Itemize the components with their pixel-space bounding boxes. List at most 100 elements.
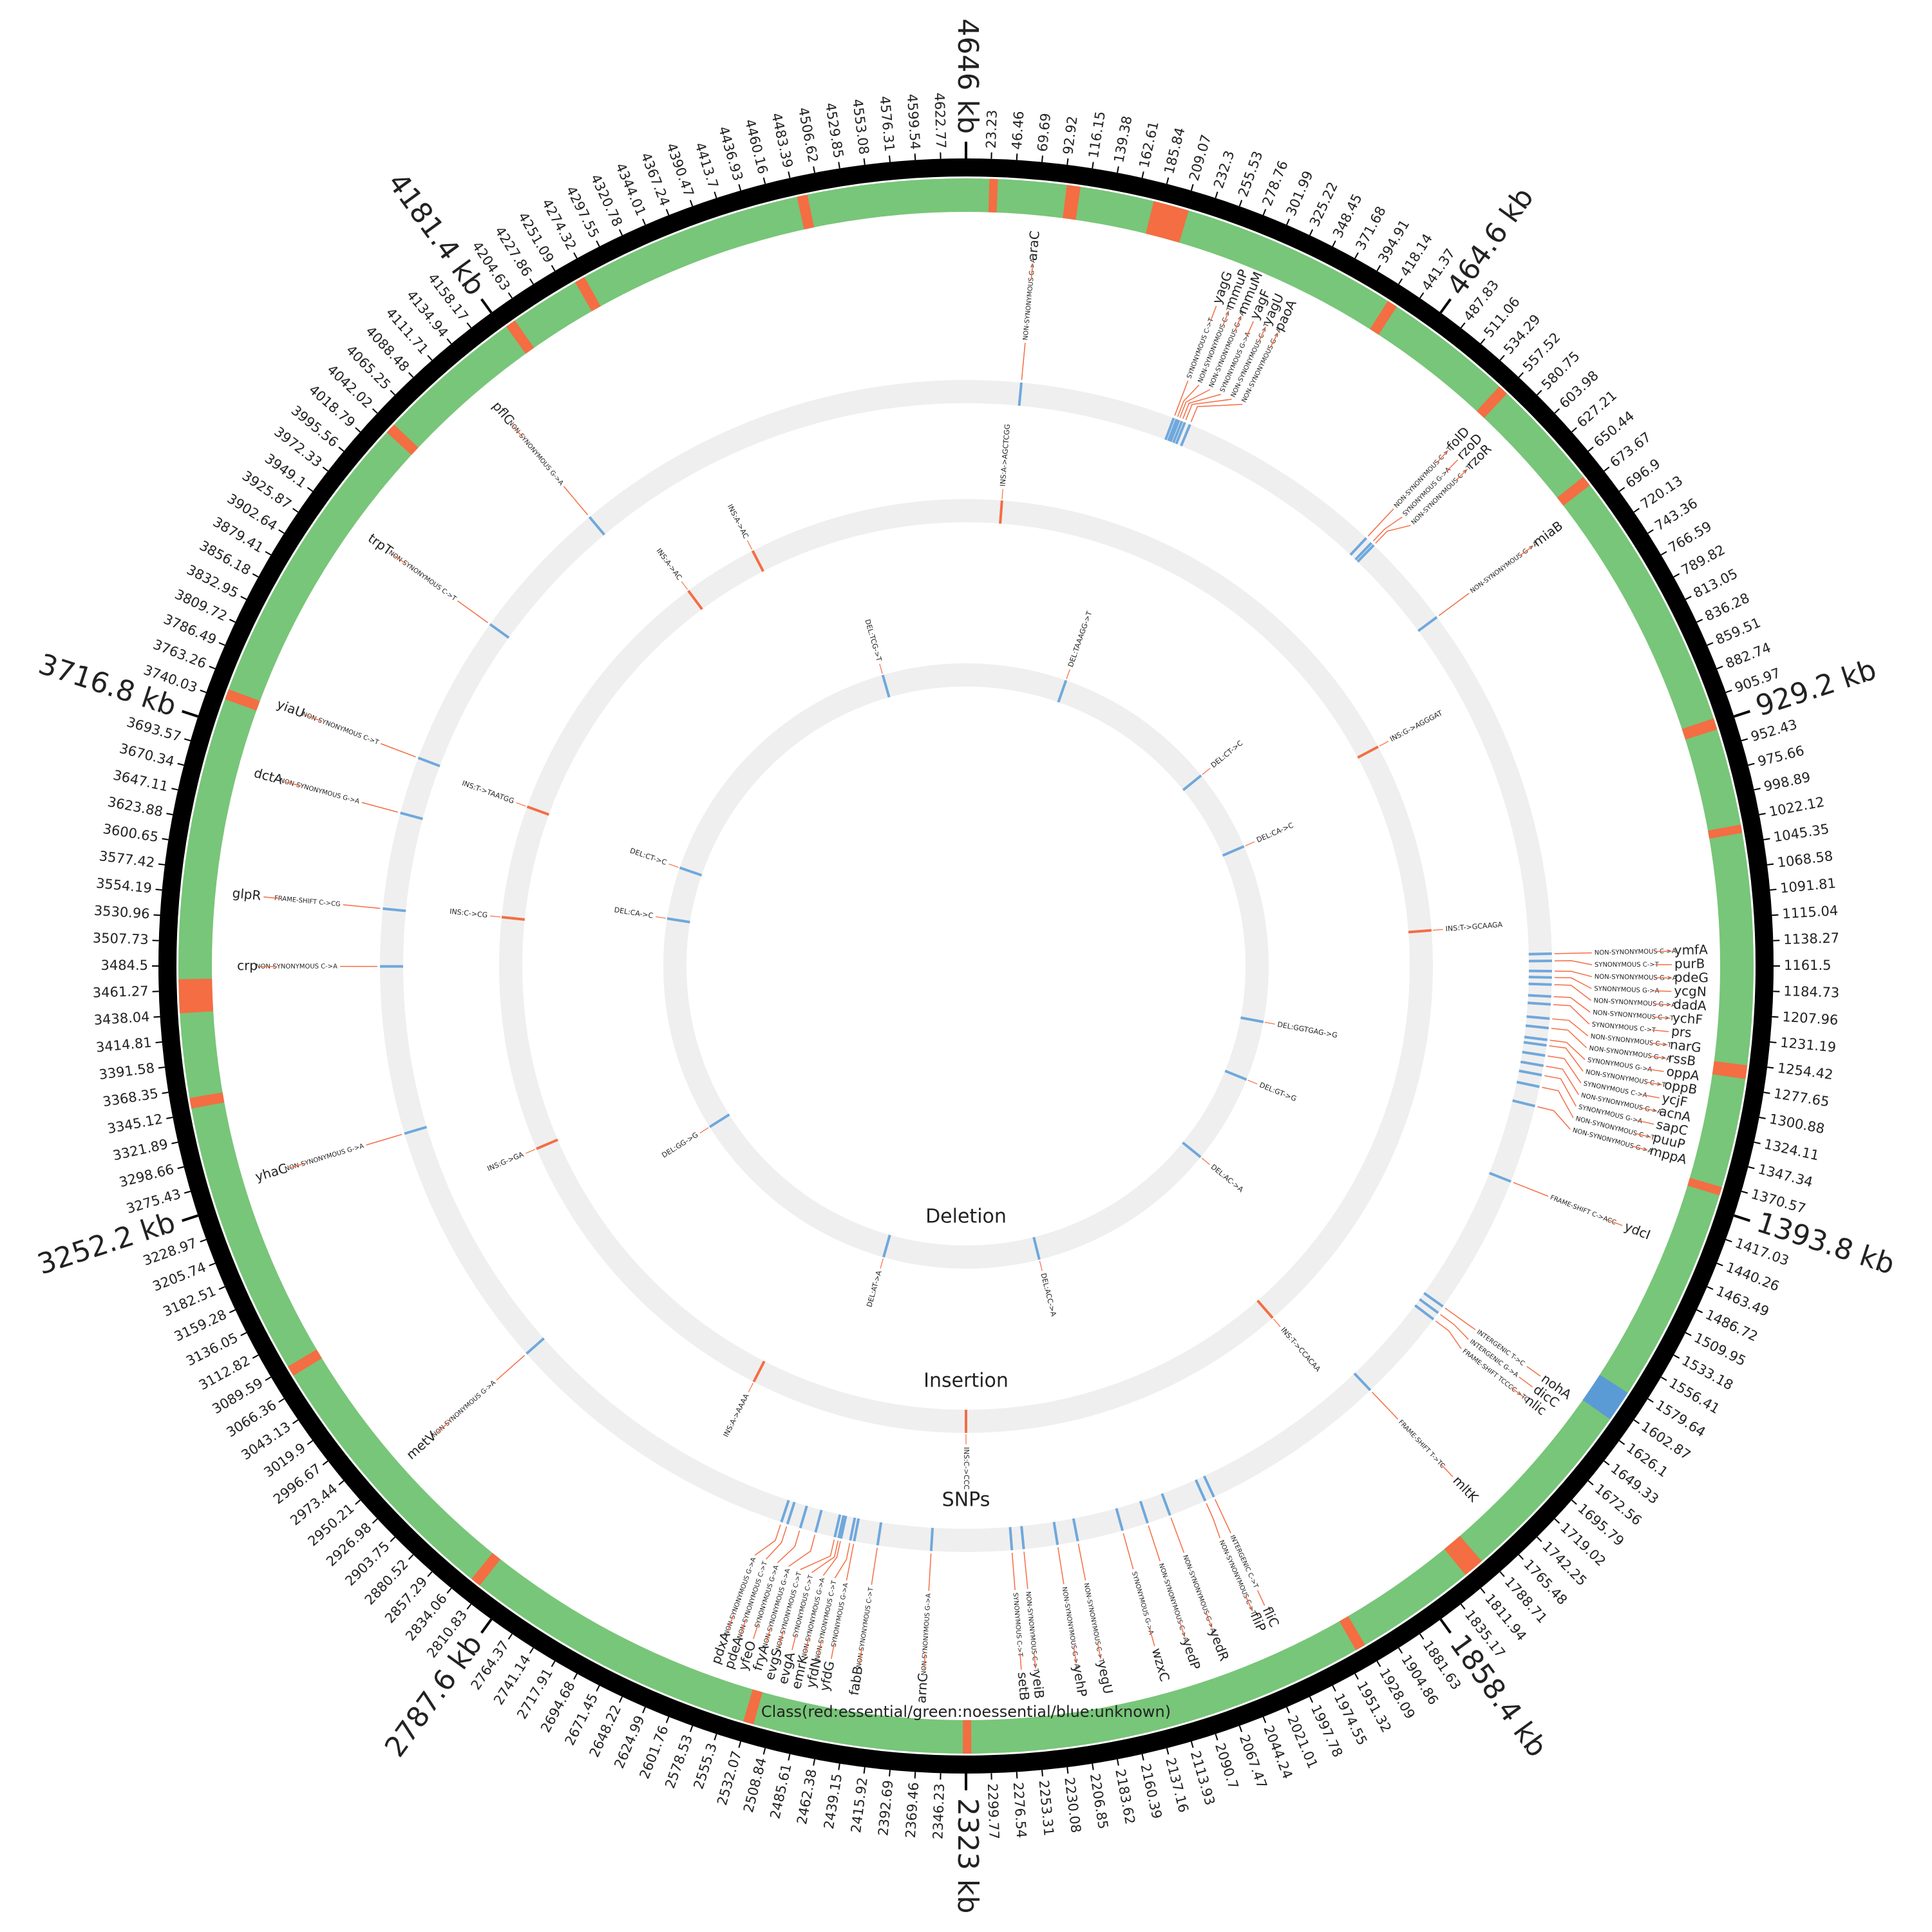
event-annotation: INS:T->TAATGG bbox=[461, 779, 516, 805]
gene-link bbox=[436, 1421, 450, 1434]
tick-mark bbox=[200, 1238, 207, 1243]
tick-mark bbox=[1166, 177, 1170, 184]
tick-mark bbox=[427, 355, 433, 361]
gene-link bbox=[740, 1618, 747, 1635]
gene-link bbox=[512, 424, 524, 439]
tick-label: 2578.53 bbox=[662, 1733, 696, 1791]
event-link bbox=[1554, 971, 1593, 978]
gene-link bbox=[1653, 1016, 1671, 1019]
tick-label: 3507.73 bbox=[92, 930, 149, 947]
gene-link bbox=[765, 1627, 772, 1643]
tick-label: 3647.11 bbox=[111, 767, 169, 794]
event-link bbox=[457, 600, 489, 623]
major-tick-label: 1393.8 kb bbox=[1753, 1206, 1899, 1282]
tick-label: 882.74 bbox=[1723, 639, 1773, 671]
essential-segment bbox=[471, 1553, 501, 1586]
event-link bbox=[1011, 1553, 1016, 1591]
tick-mark bbox=[292, 507, 299, 513]
gene-link bbox=[1097, 1642, 1101, 1659]
tick-mark bbox=[408, 1554, 414, 1560]
tick-mark bbox=[1537, 390, 1542, 395]
tick-mark bbox=[1748, 762, 1755, 766]
tick-mark bbox=[466, 322, 472, 328]
event-link bbox=[1367, 508, 1394, 536]
event-link bbox=[1077, 1544, 1086, 1581]
event-link bbox=[1554, 952, 1592, 954]
gene-link bbox=[1150, 1629, 1155, 1647]
tick-mark bbox=[1571, 427, 1577, 433]
tick-label: 1022.12 bbox=[1768, 794, 1826, 820]
event-mark bbox=[1224, 1070, 1247, 1081]
tick-mark bbox=[1759, 813, 1766, 816]
event-mark bbox=[1222, 845, 1245, 857]
event-mark bbox=[687, 589, 703, 611]
tick-label: 2346.23 bbox=[930, 1783, 947, 1840]
tick-label: 998.89 bbox=[1763, 769, 1812, 794]
event-link bbox=[1264, 1021, 1275, 1025]
tick-mark bbox=[240, 1332, 247, 1336]
tick-label: 3484.5 bbox=[101, 958, 148, 973]
tick-mark bbox=[1633, 507, 1640, 513]
gene-link bbox=[1209, 305, 1217, 322]
tick-mark bbox=[1166, 1748, 1170, 1755]
tick-label: 4622.77 bbox=[931, 92, 949, 149]
tick-mark bbox=[1398, 278, 1403, 285]
event-link bbox=[1537, 1106, 1571, 1130]
tick-mark bbox=[1041, 155, 1043, 162]
event-link bbox=[1182, 393, 1222, 419]
event-link bbox=[1513, 1182, 1549, 1197]
tick-mark bbox=[182, 1214, 198, 1222]
event-link bbox=[1201, 1157, 1210, 1165]
event-link bbox=[1023, 1551, 1028, 1589]
gene-link bbox=[1511, 1387, 1525, 1398]
major-tick-label: 3716.8 kb bbox=[35, 648, 180, 723]
event-annotation: INS:C->CG bbox=[450, 907, 488, 920]
gene-link bbox=[1019, 1653, 1022, 1670]
tick-label: 69.69 bbox=[1035, 113, 1054, 153]
gene-label: dctA bbox=[252, 765, 285, 788]
event-link bbox=[668, 863, 679, 868]
event-mark bbox=[536, 1138, 558, 1150]
tick-label: 4436.93 bbox=[715, 124, 746, 182]
tick-mark bbox=[155, 889, 162, 891]
event-mark bbox=[501, 916, 525, 921]
tick-mark bbox=[1707, 1286, 1714, 1290]
gene-link bbox=[1637, 1120, 1654, 1125]
tick-label: 2392.69 bbox=[875, 1779, 896, 1837]
gene-link bbox=[1436, 450, 1449, 464]
event-annotation: DEL:CA->C bbox=[1255, 821, 1295, 844]
tick-mark bbox=[1554, 408, 1560, 414]
tick-mark bbox=[1633, 1419, 1640, 1425]
gene-link bbox=[1640, 1107, 1657, 1112]
tick-label: 3391.58 bbox=[98, 1060, 155, 1083]
event-mark bbox=[1115, 1508, 1124, 1531]
tick-label: 2090.7 bbox=[1212, 1741, 1242, 1791]
gene-label: ydcI bbox=[1622, 1218, 1653, 1243]
event-annotation: FRAME-SHIFT C->ACC bbox=[1549, 1194, 1616, 1226]
tick-mark bbox=[1618, 1440, 1625, 1445]
tick-mark bbox=[1554, 1518, 1560, 1524]
unknown-segment bbox=[1582, 1374, 1628, 1419]
tick-mark bbox=[1092, 162, 1094, 169]
tick-label: 1091.81 bbox=[1779, 875, 1837, 896]
event-mark bbox=[1182, 774, 1202, 791]
tick-mark bbox=[889, 1770, 891, 1777]
tick-mark bbox=[1332, 1685, 1336, 1692]
tick-mark bbox=[1763, 838, 1770, 840]
tick-mark bbox=[714, 191, 717, 198]
event-mark bbox=[1414, 1304, 1435, 1321]
gene-link bbox=[1269, 332, 1278, 348]
essential-segment bbox=[1681, 718, 1718, 740]
event-mark bbox=[1527, 1001, 1551, 1006]
tick-label: 1231.19 bbox=[1779, 1035, 1837, 1056]
event-link bbox=[834, 1542, 851, 1578]
tick-mark bbox=[355, 1499, 361, 1505]
event-mark bbox=[1512, 1099, 1536, 1108]
essential-segment bbox=[225, 689, 260, 711]
event-link bbox=[366, 1133, 402, 1146]
essential-segment bbox=[1476, 386, 1508, 419]
gene-link bbox=[1258, 327, 1266, 343]
tick-mark bbox=[1398, 1647, 1403, 1654]
tick-mark bbox=[278, 1398, 285, 1403]
gene-link bbox=[1651, 1042, 1668, 1046]
